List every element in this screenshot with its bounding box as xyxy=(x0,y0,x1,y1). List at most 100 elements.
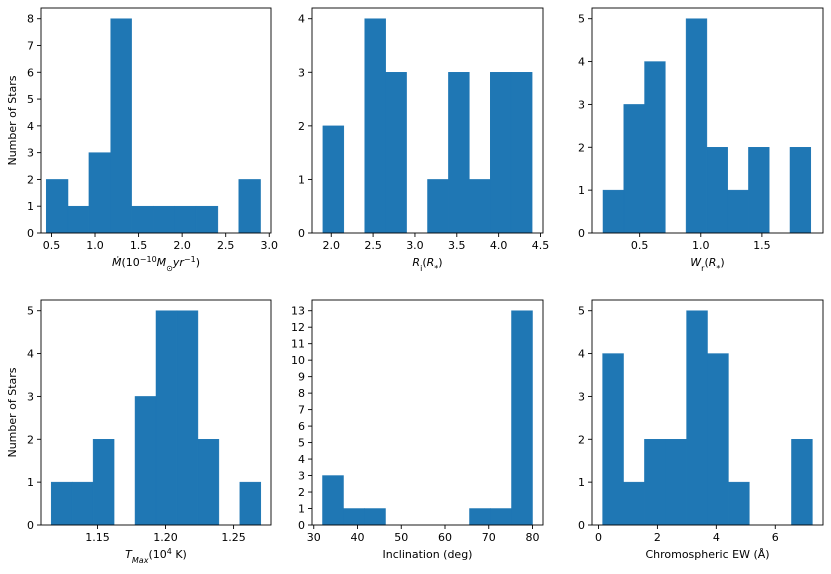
axes-frame xyxy=(311,7,544,234)
y-tick-label: 1 xyxy=(298,173,305,186)
x-tick-label: 1.20 xyxy=(153,531,178,544)
x-axis-label: Inclination (deg) xyxy=(383,548,473,561)
histogram-bar xyxy=(728,481,750,526)
x-tick-label: 4.0 xyxy=(490,239,508,252)
y-tick-label: 0 xyxy=(27,227,34,240)
y-tick-label: 1 xyxy=(27,200,34,213)
x-axis-label-part: ) xyxy=(438,256,442,269)
y-tick-label: 4 xyxy=(578,56,585,69)
x-axis-label-part: Ṁ xyxy=(112,256,122,269)
histogram-bar xyxy=(239,481,262,526)
y-tick-label: 2 xyxy=(27,173,34,186)
y-tick-label: 0 xyxy=(298,227,305,240)
x-axis-label-part: (10 xyxy=(121,256,139,269)
histogram-bar xyxy=(92,439,115,526)
x-axis-label-part: ) xyxy=(196,256,200,269)
x-axis-label-part: * xyxy=(716,264,720,273)
x-tick-label: 1.0 xyxy=(86,239,104,252)
axes-frame xyxy=(591,7,824,234)
histogram-bar xyxy=(343,508,365,526)
histogram-bar xyxy=(686,310,708,526)
y-tick-label: 2 xyxy=(578,141,585,154)
y-tick-label: 4 xyxy=(27,348,34,361)
histogram-bar xyxy=(155,310,178,526)
histogram-bar xyxy=(88,152,111,234)
histogram-bar xyxy=(364,18,386,234)
x-axis-label: Wr(R*) xyxy=(690,256,724,273)
x-axis-label-part: r xyxy=(701,264,705,273)
histogram-bar xyxy=(727,189,749,234)
x-axis-label-part: R xyxy=(709,256,717,269)
y-tick-label: 5 xyxy=(578,305,585,318)
x-axis-label-part: M xyxy=(157,256,167,269)
x-tick-label: 1.15 xyxy=(85,531,110,544)
axes-frame xyxy=(311,299,544,526)
y-tick-label: 2 xyxy=(27,433,34,446)
histogram-bar xyxy=(67,205,90,234)
histogram-bar xyxy=(195,205,219,234)
histogram-bar xyxy=(490,508,512,526)
x-axis-label-part: W xyxy=(690,256,702,269)
x-tick-label: 2.0 xyxy=(173,239,191,252)
histogram-bar xyxy=(50,481,73,526)
x-axis-label-part: Chromospheric EW (Å) xyxy=(645,548,769,561)
x-tick-label: 2.5 xyxy=(217,239,235,252)
y-tick-label: 10 xyxy=(291,354,305,367)
panel-ew: 0 2 4 6 0 1 2 3 4 5 Chromospheric EW (Å) xyxy=(578,299,824,561)
x-tick-label: 2.0 xyxy=(323,239,341,252)
histogram-bar xyxy=(45,179,69,234)
x-axis-label: Ri(R*) xyxy=(412,256,442,273)
histogram-bar xyxy=(197,439,220,526)
x-tick-label: 1.25 xyxy=(221,531,246,544)
y-tick-label: 13 xyxy=(291,305,305,318)
axes-frame xyxy=(591,299,824,526)
y-tick-label: 3 xyxy=(578,390,585,403)
histogram-bar xyxy=(789,147,812,234)
y-tick-label: 3 xyxy=(298,470,305,483)
x-tick-label: 60 xyxy=(438,531,452,544)
y-tick-label: 12 xyxy=(291,321,305,334)
x-tick-label: 70 xyxy=(482,531,496,544)
histogram-bar xyxy=(110,18,132,234)
y-tick-label: 2 xyxy=(578,433,585,446)
y-tick-label: 6 xyxy=(298,420,305,433)
x-tick-label: 50 xyxy=(394,531,408,544)
axes-frame xyxy=(40,7,272,234)
histogram-bar xyxy=(134,396,157,526)
x-axis-label-part: ⊙ xyxy=(166,264,173,273)
x-axis-label: Ṁ(10−10M⊙yr−1) xyxy=(112,255,200,273)
y-tick-label: 1 xyxy=(578,184,585,197)
y-tick-label: 0 xyxy=(27,519,34,532)
x-axis-label-part: ( xyxy=(704,256,708,269)
histogram-bar xyxy=(469,508,491,526)
y-tick-label: 1 xyxy=(298,503,305,516)
y-tick-label: 2 xyxy=(298,120,305,133)
x-axis-label-part: Max xyxy=(132,556,149,565)
y-tick-label: 11 xyxy=(291,338,305,351)
histogram-bar xyxy=(174,205,197,234)
histogram-bar xyxy=(748,147,770,234)
y-tick-label: 9 xyxy=(298,371,305,384)
histogram-bar xyxy=(602,353,624,526)
y-tick-label: 6 xyxy=(27,66,34,79)
x-tick-label: 40 xyxy=(351,531,365,544)
y-axis-label: Number of Stars xyxy=(6,367,19,457)
histogram-bar xyxy=(427,179,449,234)
x-tick-label: 3.0 xyxy=(406,239,424,252)
x-axis-label-part: −1 xyxy=(184,255,196,264)
y-tick-label: 5 xyxy=(27,93,34,106)
y-tick-label: 1 xyxy=(27,476,34,489)
histogram-bar xyxy=(176,310,199,526)
x-axis-label-part: (10 xyxy=(148,548,166,561)
panel-wr: 0.5 1.0 1.5 0 1 2 3 4 5 Wr(R*) xyxy=(578,7,824,273)
y-tick-label: 4 xyxy=(27,120,34,133)
histogram-bar xyxy=(623,104,645,234)
x-axis-label-part: R xyxy=(412,256,420,269)
y-tick-label: 3 xyxy=(578,98,585,111)
x-axis-label: TMax(104 K) xyxy=(125,547,187,565)
x-tick-label: 2.5 xyxy=(364,239,382,252)
y-tick-label: 0 xyxy=(578,519,585,532)
x-axis-label-part: i xyxy=(420,264,422,273)
histogram-bar xyxy=(706,147,728,234)
